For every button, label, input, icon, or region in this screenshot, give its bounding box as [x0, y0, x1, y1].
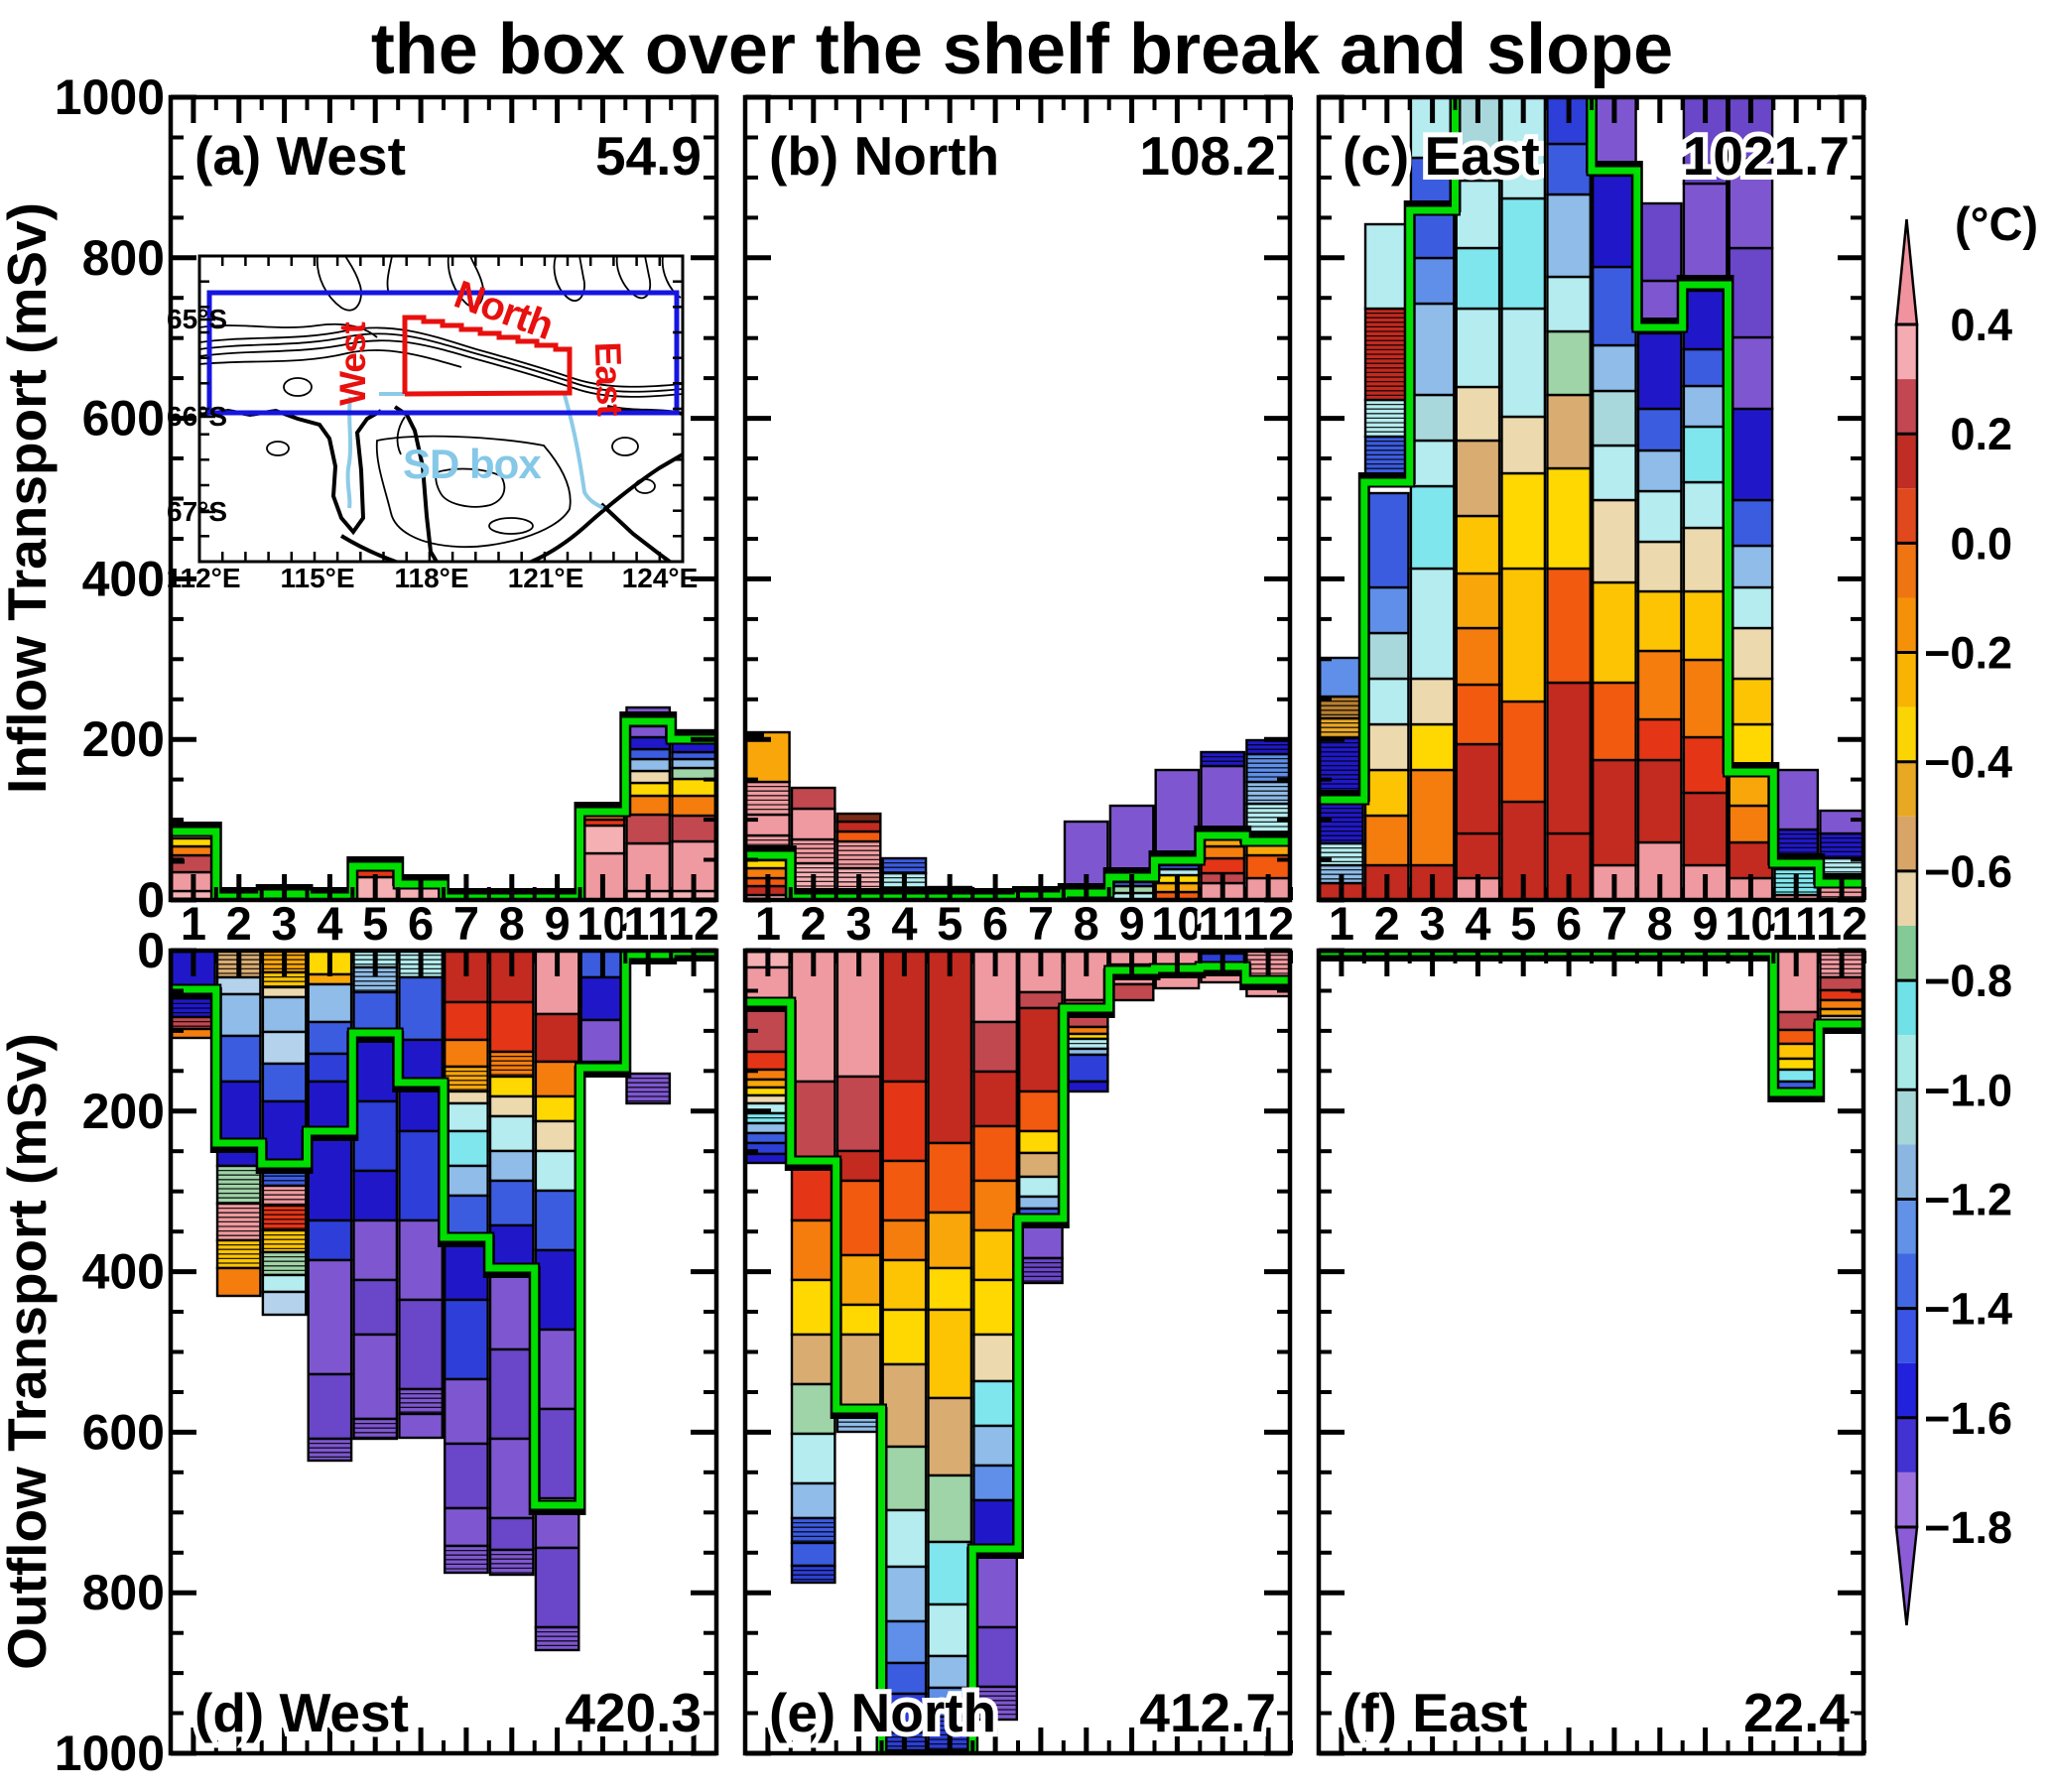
svg-text:7: 7: [1602, 897, 1627, 950]
svg-text:−1.6: −1.6: [1924, 1393, 2012, 1444]
svg-text:(a) West: (a) West: [194, 125, 406, 187]
svg-text:0: 0: [137, 872, 165, 928]
svg-text:2: 2: [226, 897, 252, 950]
svg-text:800: 800: [82, 1565, 165, 1620]
svg-text:3: 3: [272, 897, 298, 950]
svg-text:8: 8: [499, 897, 525, 950]
svg-text:22.4: 22.4: [1743, 1682, 1850, 1743]
svg-text:West: West: [332, 321, 373, 405]
svg-text:11: 11: [1771, 897, 1821, 950]
svg-text:2: 2: [801, 897, 827, 950]
svg-text:9: 9: [1119, 897, 1145, 950]
svg-text:12: 12: [668, 897, 719, 950]
svg-text:6: 6: [982, 897, 1008, 950]
svg-text:66°S: 66°S: [167, 401, 227, 432]
svg-text:112°E: 112°E: [166, 563, 240, 593]
svg-text:12: 12: [1242, 897, 1294, 950]
svg-text:6: 6: [1556, 897, 1582, 950]
svg-text:−0.2: −0.2: [1924, 628, 2012, 679]
svg-text:(b) North: (b) North: [769, 125, 999, 187]
svg-text:Outflow Transport (mSv): Outflow Transport (mSv): [0, 1033, 58, 1670]
svg-text:1: 1: [755, 897, 781, 950]
svg-text:67°S: 67°S: [167, 496, 227, 527]
svg-text:11: 11: [1198, 897, 1247, 950]
svg-text:0.0: 0.0: [1950, 518, 2012, 569]
svg-text:0: 0: [137, 923, 165, 978]
svg-text:1: 1: [1329, 897, 1354, 950]
svg-text:7: 7: [453, 897, 479, 950]
svg-text:−1.4: −1.4: [1924, 1284, 2012, 1335]
svg-text:600: 600: [82, 1404, 165, 1460]
svg-text:SD box: SD box: [403, 441, 542, 487]
svg-text:3: 3: [1420, 897, 1446, 950]
svg-text:−1.2: −1.2: [1924, 1174, 2012, 1224]
svg-text:124°E: 124°E: [622, 563, 699, 593]
svg-text:(c) East: (c) East: [1343, 125, 1540, 187]
svg-text:9: 9: [1693, 897, 1719, 950]
svg-text:−1.0: −1.0: [1924, 1065, 2012, 1115]
svg-text:2: 2: [1374, 897, 1400, 950]
svg-text:0.2: 0.2: [1950, 409, 2012, 459]
svg-text:11: 11: [623, 897, 673, 950]
svg-text:6: 6: [408, 897, 434, 950]
svg-text:8: 8: [1074, 897, 1099, 950]
svg-text:4: 4: [891, 897, 917, 950]
svg-text:420.3: 420.3: [565, 1682, 702, 1743]
svg-text:(f) East: (f) East: [1343, 1682, 1527, 1743]
svg-text:0.4: 0.4: [1950, 300, 2012, 350]
svg-text:−0.4: −0.4: [1924, 737, 2012, 788]
svg-text:4: 4: [1465, 897, 1490, 950]
svg-text:118°E: 118°E: [394, 563, 468, 593]
svg-text:1: 1: [181, 897, 206, 950]
svg-text:1000: 1000: [55, 69, 165, 125]
svg-text:10: 10: [1151, 897, 1203, 950]
svg-text:5: 5: [937, 897, 962, 950]
svg-text:800: 800: [82, 230, 165, 286]
svg-text:(°C): (°C): [1955, 197, 2038, 250]
svg-text:400: 400: [82, 1244, 165, 1300]
svg-text:3: 3: [846, 897, 872, 950]
svg-text:1021.7: 1021.7: [1683, 125, 1850, 187]
svg-text:−1.8: −1.8: [1924, 1502, 2012, 1553]
svg-text:5: 5: [1510, 897, 1536, 950]
svg-text:412.7: 412.7: [1139, 1682, 1276, 1743]
svg-text:108.2: 108.2: [1139, 125, 1276, 187]
svg-text:10: 10: [577, 897, 628, 950]
svg-text:115°E: 115°E: [280, 563, 354, 593]
svg-text:1000: 1000: [55, 1726, 165, 1781]
svg-text:9: 9: [545, 897, 571, 950]
svg-text:65°S: 65°S: [167, 304, 227, 334]
svg-text:54.9: 54.9: [595, 125, 702, 187]
svg-text:10: 10: [1725, 897, 1776, 950]
svg-text:12: 12: [1816, 897, 1867, 950]
svg-text:−0.8: −0.8: [1924, 956, 2012, 1006]
svg-text:4: 4: [317, 897, 342, 950]
svg-text:200: 200: [82, 1084, 165, 1139]
svg-text:(d) West: (d) West: [194, 1682, 409, 1743]
svg-text:5: 5: [362, 897, 388, 950]
svg-text:East: East: [587, 341, 631, 417]
svg-text:121°E: 121°E: [508, 563, 584, 593]
svg-text:the box over the shelf break a: the box over the shelf break and slope: [371, 10, 1673, 89]
svg-text:200: 200: [82, 711, 165, 767]
svg-text:−0.6: −0.6: [1924, 846, 2012, 897]
svg-text:8: 8: [1647, 897, 1673, 950]
svg-text:(e) North: (e) North: [769, 1682, 996, 1743]
svg-text:Inflow Transport (mSv): Inflow Transport (mSv): [0, 202, 58, 794]
svg-text:400: 400: [82, 551, 165, 606]
svg-text:7: 7: [1028, 897, 1054, 950]
svg-text:600: 600: [82, 391, 165, 447]
